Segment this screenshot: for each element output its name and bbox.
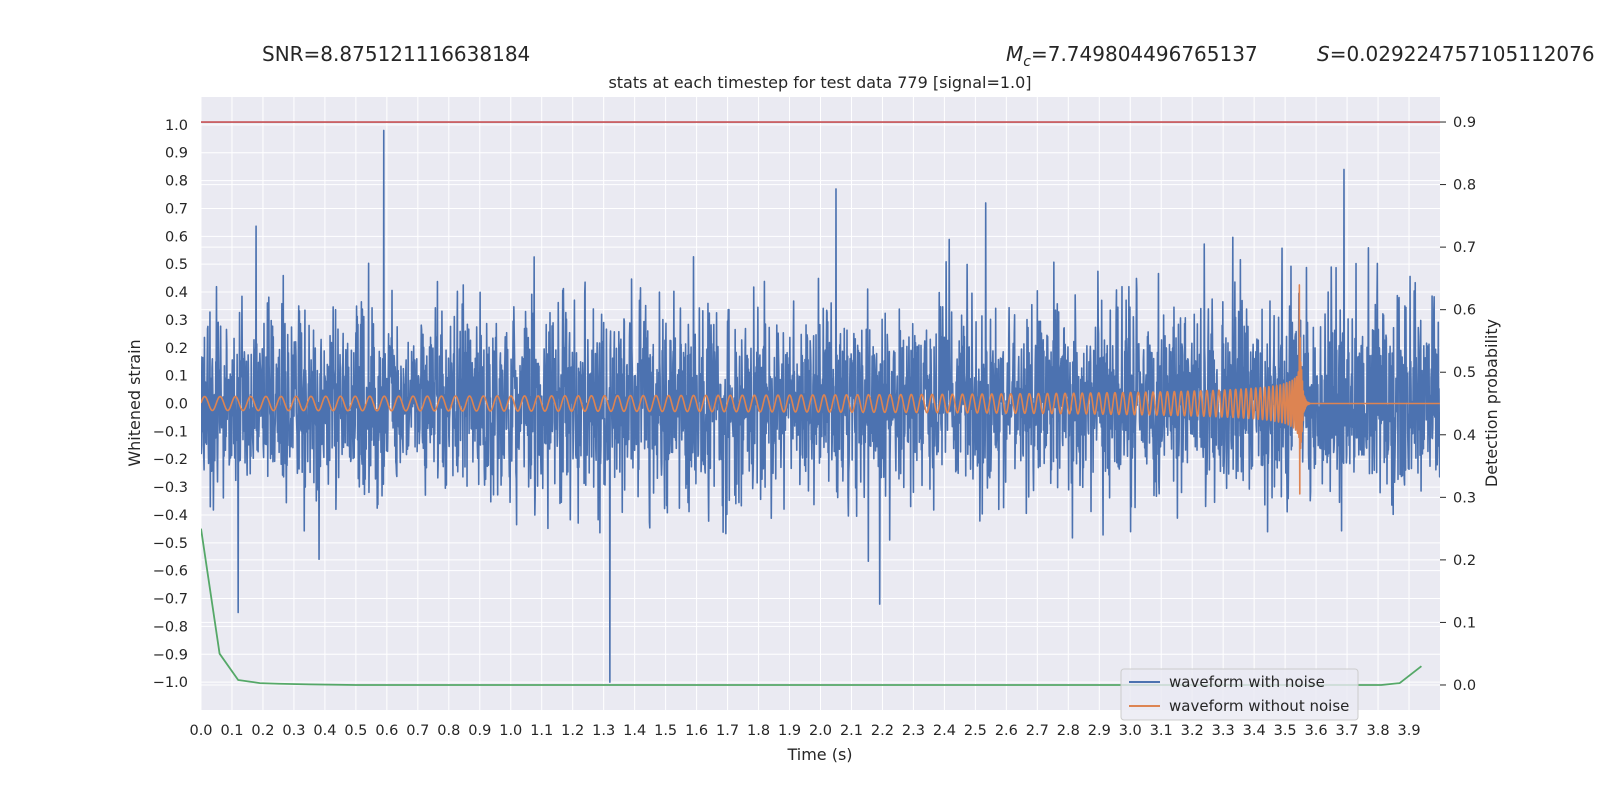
x-tick-label: 1.1 (530, 723, 553, 739)
chirp-mass-annotation: Mc=7.749804496765137 (1006, 42, 1258, 70)
chirp-mass-symbol: M (1006, 42, 1023, 66)
x-tick-label: 0.8 (437, 723, 460, 739)
legend-label-clean: waveform without noise (1169, 697, 1349, 715)
x-tick-label: 0.7 (406, 723, 429, 739)
y-tick-label-right: 0.5 (1453, 365, 1476, 381)
y-tick-label-left: −0.5 (153, 536, 188, 552)
series-layer (201, 121, 1440, 686)
x-tick-label: 0.0 (189, 723, 212, 739)
chirp-mass-subscript: c (1023, 54, 1031, 70)
x-tick-label: 0.5 (344, 723, 367, 739)
y-tick-label-left: 1.0 (165, 118, 188, 134)
x-tick-label: 1.4 (623, 723, 646, 739)
x-tick-label: 3.9 (1397, 723, 1420, 739)
legend-label-noisy: waveform with noise (1169, 673, 1325, 691)
x-tick-label: 3.4 (1243, 723, 1266, 739)
series-detection-probability (201, 528, 1422, 686)
x-tick-label: 3.8 (1367, 723, 1390, 739)
y-tick-label-left: 0.8 (165, 174, 188, 190)
x-tick-label: 2.7 (1026, 723, 1049, 739)
x-tick-label: 2.6 (995, 723, 1018, 739)
series-waveform-with-noise (201, 129, 1440, 683)
y-tick-label-right: 0.4 (1453, 428, 1476, 444)
chart-title: stats at each timestep for test data 779… (608, 73, 1031, 92)
y-tick-label-left: −1.0 (153, 675, 188, 691)
series-waveform-without-noise (201, 284, 1440, 495)
y-tick-label-left: 0.2 (165, 341, 188, 357)
y-tick-label-left: 0.7 (165, 201, 188, 217)
x-tick-label: 1.0 (499, 723, 522, 739)
y-tick-label-left: −0.8 (153, 619, 188, 635)
y-tick-label-right: 0.2 (1453, 553, 1476, 569)
x-tick-label: 3.6 (1305, 723, 1328, 739)
y-tick-label-right: 0.1 (1453, 615, 1476, 631)
spin-annotation: S=0.029224757105112076 (1317, 42, 1595, 66)
x-tick-label: 3.1 (1150, 723, 1173, 739)
x-tick-label: 0.3 (282, 723, 305, 739)
y-tick-label-right: 0.7 (1453, 240, 1476, 256)
x-tick-label: 2.9 (1088, 723, 1111, 739)
spin-value: =0.029224757105112076 (1330, 42, 1595, 66)
y-tick-label-right: 0.6 (1453, 303, 1476, 319)
y-tick-label-right: 0.3 (1453, 490, 1476, 506)
x-tick-label: 0.2 (251, 723, 274, 739)
y-tick-label-left: −0.6 (153, 564, 188, 580)
x-tick-label: 0.1 (220, 723, 243, 739)
x-tick-label: 1.3 (592, 723, 615, 739)
y-tick-label-left: 0.4 (165, 285, 188, 301)
y-tick-label-left: 0.3 (165, 313, 188, 329)
x-tick-label: 2.0 (809, 723, 832, 739)
y-tick-label-left: −0.2 (153, 452, 188, 468)
x-tick-label: 1.9 (778, 723, 801, 739)
x-tick-label: 1.7 (716, 723, 739, 739)
x-tick-label: 1.8 (747, 723, 770, 739)
spin-symbol: S (1317, 42, 1330, 66)
x-tick-label: 2.1 (840, 723, 863, 739)
y-axis-right: 0.9 0.8 0.7 0.6 0.5 0.4 0.3 0.2 0.1 0.0 (1440, 115, 1476, 694)
y-tick-label-right: 0.9 (1453, 115, 1476, 131)
x-tick-label: 2.8 (1057, 723, 1080, 739)
x-tick-label: 3.3 (1212, 723, 1235, 739)
chirp-mass-value: =7.749804496765137 (1031, 42, 1258, 66)
y-axis-label-left: Whitened strain (125, 339, 144, 466)
x-tick-label: 2.4 (933, 723, 956, 739)
x-tick-label: 3.2 (1181, 723, 1204, 739)
y-tick-label-left: −0.3 (153, 480, 188, 496)
y-tick-label-left: −0.7 (153, 592, 188, 608)
x-tick-label: 1.2 (561, 723, 584, 739)
y-tick-label-left: 0.9 (165, 146, 188, 162)
y-tick-label-right: 0.8 (1453, 178, 1476, 194)
y-tick-label-right: 0.0 (1453, 678, 1476, 694)
y-axis-label-right: Detection probability (1482, 319, 1501, 487)
x-tick-label: 0.6 (375, 723, 398, 739)
x-tick-label: 1.5 (654, 723, 677, 739)
x-tick-label: 1.6 (685, 723, 708, 739)
x-tick-label: 2.2 (871, 723, 894, 739)
x-tick-label: 2.5 (964, 723, 987, 739)
y-tick-label-left: 0.0 (165, 397, 188, 413)
y-tick-label-left: −0.1 (153, 424, 188, 440)
x-tick-label: 3.0 (1119, 723, 1142, 739)
y-tick-label-left: −0.4 (153, 508, 188, 524)
x-tick-label: 3.5 (1274, 723, 1297, 739)
legend: waveform with noise waveform without noi… (1120, 668, 1359, 721)
legend-box (1120, 668, 1359, 721)
x-tick-label: 0.9 (468, 723, 491, 739)
y-tick-label-left: 0.1 (165, 369, 188, 385)
x-tick-label: 3.7 (1336, 723, 1359, 739)
y-tick-label-left: −0.9 (153, 647, 188, 663)
y-tick-label-left: 0.6 (165, 229, 188, 245)
x-axis: 0.0 0.1 0.2 0.3 0.4 0.5 0.6 0.7 0.8 0.9 1.0 1.1 1.2 1… (189, 723, 1420, 739)
y-axis-left: 1.0 0.9 0.8 0.7 0.6 0.5 0.4 0.3 0.2 0.1 0.0 −0.1 −0.… (153, 118, 188, 691)
y-tick-label-left: 0.5 (165, 257, 188, 273)
x-axis-label: Time (s) (786, 745, 852, 764)
x-tick-label: 0.4 (313, 723, 336, 739)
x-tick-label: 2.3 (902, 723, 925, 739)
snr-annotation: SNR=8.875121116638184 (262, 42, 530, 66)
